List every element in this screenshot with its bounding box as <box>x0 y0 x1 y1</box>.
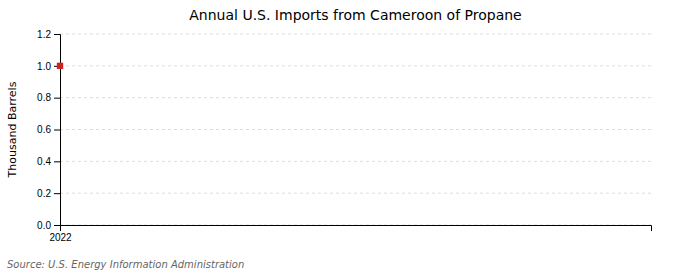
source: Source: U.S. Energy Information Administ… <box>7 259 244 270</box>
y-tick: 0.8 <box>37 92 60 103</box>
chart: 20220.0 0.2 0.4 0.6 0.8 1.0 1.2 Annual U.S. Imp… <box>0 0 675 275</box>
grid-line <box>60 65 651 66</box>
y-tick-mark <box>54 193 60 194</box>
y-tick-mark <box>54 34 60 35</box>
x-axis: 2022 <box>49 225 651 243</box>
y-tick-label: 1.2 <box>37 29 51 40</box>
y-tick-label: 1.0 <box>37 61 51 72</box>
x-tick: 2022 <box>49 225 72 243</box>
points <box>57 63 63 69</box>
grid-line <box>60 193 651 194</box>
plot: 20220.0 0.2 0.4 0.6 0.8 1.0 1.2 <box>37 29 651 243</box>
y-tick-label: 0.8 <box>37 92 51 103</box>
y-tick: 1.0 <box>37 61 60 72</box>
point <box>57 63 63 69</box>
y-tick-mark <box>54 225 60 226</box>
y-tick: 0.0 <box>37 220 60 231</box>
grid-line <box>60 129 651 130</box>
y-tick: 1.2 <box>37 29 60 40</box>
x-axis-line <box>61 226 652 232</box>
y-tick-label: 0.4 <box>37 156 51 167</box>
y-tick-mark <box>54 161 60 162</box>
grid-line <box>60 97 651 98</box>
y-axis-title: Thousand Barrels <box>6 81 19 178</box>
y-tick: 0.6 <box>37 124 60 135</box>
grid <box>60 34 651 225</box>
grid-line <box>60 161 651 162</box>
y-tick-label: 0.6 <box>37 124 51 135</box>
title: Annual U.S. Imports from Cameroon of Pro… <box>189 7 521 23</box>
y-tick-mark <box>54 130 60 131</box>
y-tick-label: 0.2 <box>37 188 51 199</box>
y-tick: 0.2 <box>37 188 60 199</box>
x-tick-label: 2022 <box>49 232 72 243</box>
y-tick: 0.4 <box>37 156 60 167</box>
y-tick-mark <box>54 98 60 99</box>
y-axis: 0.0 0.2 0.4 0.6 0.8 1.0 1.2 <box>37 29 60 231</box>
y-tick-label: 0.0 <box>37 220 51 231</box>
grid-line <box>60 34 651 35</box>
